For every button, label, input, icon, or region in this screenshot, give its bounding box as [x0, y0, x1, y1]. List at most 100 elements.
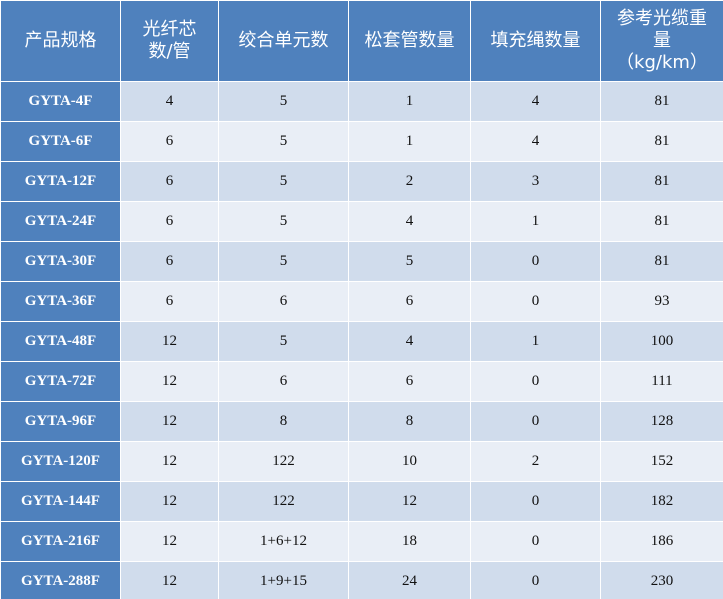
table-cell: 4	[470, 121, 601, 162]
table-cell: 10	[348, 441, 471, 482]
table-cell: 8	[218, 401, 349, 442]
table-cell: 12	[120, 481, 219, 522]
header-text: 量	[653, 30, 671, 51]
table-cell: 0	[470, 401, 601, 442]
header-text: 填充绳数量	[490, 30, 581, 51]
table-row: GYTA-72F 12 6 6 0 111	[0, 361, 723, 402]
table-cell: 4	[348, 321, 471, 362]
table-cell: 12	[120, 321, 219, 362]
header-cell: 参考光缆重量（kg/km）	[600, 0, 723, 82]
table-cell: 81	[600, 121, 723, 162]
table-cell: 5	[218, 201, 349, 242]
table-cell: 4	[348, 201, 471, 242]
table-cell: 18	[348, 521, 471, 562]
table-cell: 24	[348, 561, 471, 599]
row-label: GYTA-24F	[0, 201, 121, 242]
table-row: GYTA-12F 6 5 2 3 81	[0, 161, 723, 202]
table-cell: 0	[470, 281, 601, 322]
table-cell: 0	[470, 521, 601, 562]
table-cell: 0	[470, 481, 601, 522]
table-cell: 6	[218, 361, 349, 402]
header-text: 产品规格	[24, 30, 97, 51]
table-cell: 5	[218, 81, 349, 122]
table-cell: 12	[120, 561, 219, 599]
table-cell: 4	[470, 81, 601, 122]
table-cell: 93	[600, 281, 723, 322]
table-cell: 0	[470, 241, 601, 282]
header-text: 参考光缆重	[617, 8, 707, 29]
row-label: GYTA-72F	[0, 361, 121, 402]
table-row: GYTA-24F 6 5 4 1 81	[0, 201, 723, 242]
table-cell: 1+9+15	[218, 561, 349, 599]
table-cell: 6	[218, 281, 349, 322]
table-row: GYTA-48F 12 5 4 1 100	[0, 321, 723, 362]
row-label: GYTA-48F	[0, 321, 121, 362]
table-cell: 0	[470, 561, 601, 599]
header-text: （kg/km）	[616, 52, 708, 73]
table-row: GYTA-36F 6 6 6 0 93	[0, 281, 723, 322]
table-cell: 8	[348, 401, 471, 442]
table-cell: 12	[348, 481, 471, 522]
table-cell: 12	[120, 521, 219, 562]
row-label: GYTA-30F	[0, 241, 121, 282]
table-cell: 12	[120, 401, 219, 442]
table-cell: 1	[348, 121, 471, 162]
table-cell: 128	[600, 401, 723, 442]
table-body: GYTA-4F 4 5 1 4 81 GYTA-6F 6 5 1 4 81 GYTA-12F 6 5 2 3 81…	[0, 81, 723, 599]
table-cell: 1	[470, 321, 601, 362]
table-row: GYTA-96F 12 8 8 0 128	[0, 401, 723, 442]
table-row: GYTA-6F 6 5 1 4 81	[0, 121, 723, 162]
header-cell: 光纤芯 数/管	[120, 0, 219, 82]
row-label: GYTA-6F	[0, 121, 121, 162]
table-cell: 111	[600, 361, 723, 402]
header-text: 绞合单元数	[238, 30, 329, 51]
table-cell: 12	[120, 361, 219, 402]
table-cell: 230	[600, 561, 723, 599]
header-cell: 绞合单元数	[218, 0, 349, 82]
table-row: GYTA-30F 6 5 5 0 81	[0, 241, 723, 282]
table-cell: 2	[348, 161, 471, 202]
row-label: GYTA-288F	[0, 561, 121, 599]
table-cell: 5	[218, 121, 349, 162]
table-cell: 6	[120, 161, 219, 202]
table-cell: 0	[470, 361, 601, 402]
row-label: GYTA-144F	[0, 481, 121, 522]
table-row: GYTA-4F 4 5 1 4 81	[0, 81, 723, 122]
table-cell: 4	[120, 81, 219, 122]
table-cell: 2	[470, 441, 601, 482]
table-header: 产品规格 光纤芯 数/管 绞合单元数 松套管数量 填充绳数量 参考光缆重量（kg/km）	[0, 0, 723, 82]
table-cell: 6	[348, 281, 471, 322]
header-cell: 产品规格	[0, 0, 121, 82]
table-cell: 3	[470, 161, 601, 202]
table-cell: 1+6+12	[218, 521, 349, 562]
row-label: GYTA-12F	[0, 161, 121, 202]
header-row: 产品规格 光纤芯 数/管 绞合单元数 松套管数量 填充绳数量 参考光缆重量（kg/km）	[0, 0, 723, 82]
header-text: 松套管数量	[364, 30, 455, 51]
header-text: 光纤芯	[142, 19, 197, 40]
row-label: GYTA-4F	[0, 81, 121, 122]
table-cell: 152	[600, 441, 723, 482]
table-cell: 122	[218, 441, 349, 482]
table-cell: 5	[218, 241, 349, 282]
row-label: GYTA-120F	[0, 441, 121, 482]
table-row: GYTA-144F 12 122 12 0 182	[0, 481, 723, 522]
table-cell: 6	[120, 121, 219, 162]
header-cell: 松套管数量	[348, 0, 471, 82]
table-cell: 12	[120, 441, 219, 482]
table-cell: 182	[600, 481, 723, 522]
table-row: GYTA-288F 12 1+9+15 24 0 230	[0, 561, 723, 599]
table-cell: 6	[120, 281, 219, 322]
header-text: 数/管	[148, 41, 191, 62]
table-cell: 81	[600, 161, 723, 202]
table-row: GYTA-216F 12 1+6+12 18 0 186	[0, 521, 723, 562]
table-cell: 6	[348, 361, 471, 402]
table-cell: 5	[218, 321, 349, 362]
table-cell: 5	[348, 241, 471, 282]
row-label: GYTA-36F	[0, 281, 121, 322]
row-label: GYTA-96F	[0, 401, 121, 442]
table-cell: 5	[218, 161, 349, 202]
table-cell: 6	[120, 241, 219, 282]
table-cell: 122	[218, 481, 349, 522]
